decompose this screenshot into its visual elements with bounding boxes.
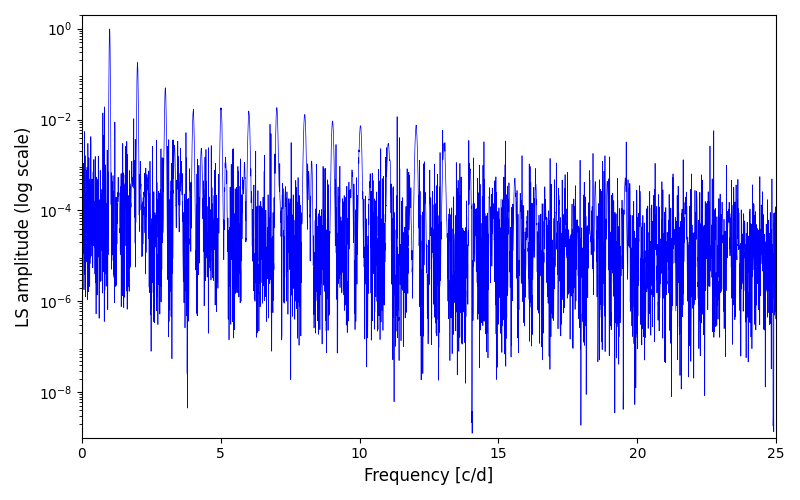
- X-axis label: Frequency [c/d]: Frequency [c/d]: [364, 467, 494, 485]
- Y-axis label: LS amplitude (log scale): LS amplitude (log scale): [15, 126, 33, 326]
